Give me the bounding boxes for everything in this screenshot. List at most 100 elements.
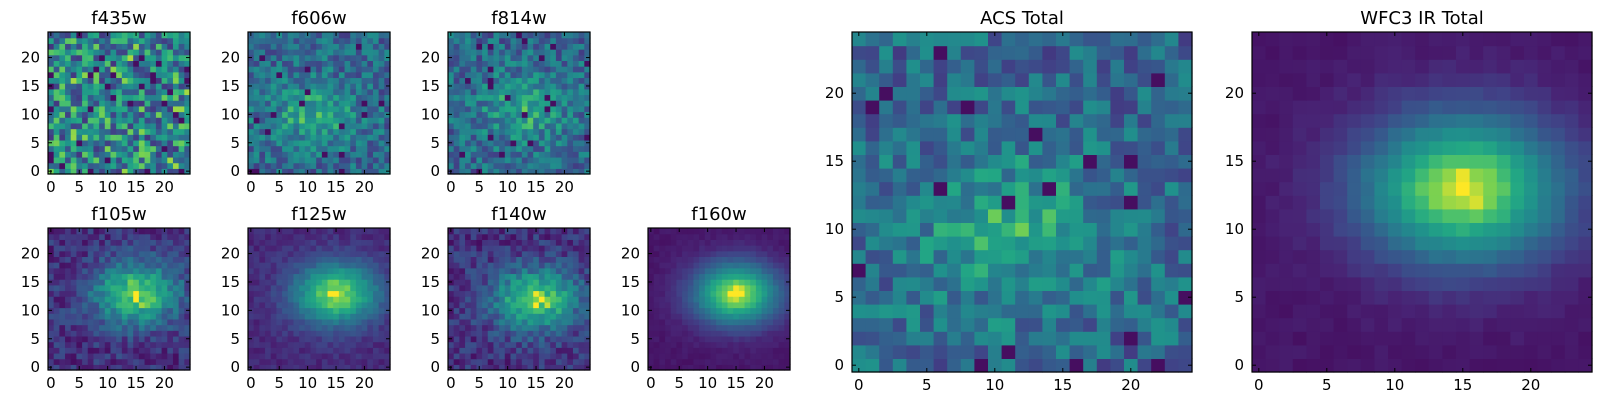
heatmap-cell <box>750 318 757 326</box>
heatmap-cell <box>155 168 163 175</box>
heatmap-cell <box>167 267 174 275</box>
heatmap-cell <box>116 88 123 96</box>
heatmap-cell <box>327 66 334 73</box>
heatmap-cell <box>53 358 60 365</box>
heatmap-cell <box>350 66 357 73</box>
heatmap-cell <box>499 100 506 107</box>
heatmap-cell <box>70 100 77 107</box>
x-tick-label: 15 <box>126 374 145 392</box>
heatmap-cell <box>133 105 140 113</box>
heatmap-cell <box>367 245 374 252</box>
heatmap-cell <box>350 347 357 354</box>
heatmap-cell <box>372 364 380 371</box>
heatmap-cell <box>155 262 163 269</box>
heatmap-cell <box>367 324 374 331</box>
heatmap-cell <box>59 335 66 343</box>
heatmap-cell <box>184 117 191 124</box>
heatmap-cell <box>1151 168 1166 183</box>
heatmap-cell <box>550 168 557 175</box>
heatmap-cell <box>150 307 157 314</box>
heatmap-cell <box>367 307 374 314</box>
heatmap-cell <box>82 239 89 246</box>
heatmap-cell <box>750 273 757 280</box>
heatmap-cell <box>716 335 723 343</box>
heatmap-cell <box>350 111 357 118</box>
heatmap-cell <box>265 318 272 326</box>
heatmap-cell <box>516 168 523 175</box>
heatmap-cell <box>510 49 517 56</box>
heatmap-cell <box>499 83 506 90</box>
heatmap-cell <box>144 54 151 61</box>
heatmap-cell <box>493 279 500 286</box>
heatmap-cell <box>133 273 140 280</box>
heatmap-cell <box>338 262 346 269</box>
heatmap-cell <box>276 100 283 107</box>
heatmap-cell <box>304 296 312 303</box>
heatmap-cell <box>693 364 700 371</box>
heatmap-cell <box>138 279 146 286</box>
heatmap-cell <box>665 267 672 275</box>
heatmap-cell <box>82 262 89 269</box>
heatmap-cell <box>865 249 880 264</box>
heatmap-cell <box>476 318 483 326</box>
heatmap-cell <box>178 228 185 235</box>
heatmap-cell <box>772 352 780 360</box>
heatmap-cell <box>561 279 568 286</box>
heatmap-cell <box>355 239 363 246</box>
y-tick-label: 20 <box>421 245 440 263</box>
heatmap-cell <box>93 32 100 39</box>
heatmap-cell <box>253 60 260 67</box>
heatmap-cell <box>727 335 734 343</box>
heatmap-cell <box>167 228 174 235</box>
heatmap-cell <box>778 313 785 320</box>
heatmap-cell <box>687 279 695 286</box>
heatmap-cell <box>53 66 60 73</box>
heatmap-cell <box>538 88 546 96</box>
heatmap-cell <box>510 139 517 147</box>
heatmap-cell <box>852 181 867 196</box>
heatmap-cell <box>784 262 791 269</box>
heatmap-cell <box>287 88 295 96</box>
heatmap-cell <box>327 162 334 169</box>
heatmap-cell <box>470 43 477 50</box>
heatmap-cell <box>161 134 168 141</box>
heatmap-cell <box>761 290 768 297</box>
heatmap-cell <box>372 66 380 73</box>
heatmap-cell <box>87 256 95 263</box>
heatmap-cell <box>584 117 591 124</box>
heatmap-cell <box>59 49 66 56</box>
heatmap-cell <box>133 162 140 169</box>
heatmap-cell <box>476 94 483 101</box>
heatmap-cell <box>653 341 660 348</box>
heatmap-cell <box>282 335 289 343</box>
heatmap-cell <box>750 335 757 343</box>
heatmap-cell <box>304 117 312 124</box>
heatmap-cell <box>53 60 60 67</box>
heatmap-cell <box>367 94 374 101</box>
heatmap-cell <box>121 94 129 101</box>
heatmap-cell <box>161 156 168 164</box>
heatmap-cell <box>504 43 512 50</box>
heatmap-cell <box>333 145 340 152</box>
heatmap-cell <box>138 88 146 96</box>
heatmap-cell <box>287 128 295 135</box>
heatmap-cell <box>453 245 460 252</box>
heatmap-cell <box>499 301 506 309</box>
heatmap-cell <box>133 318 140 326</box>
heatmap-cell <box>316 37 323 44</box>
heatmap-cell <box>87 117 95 124</box>
heatmap-cell <box>727 296 734 303</box>
heatmap-cell <box>372 117 380 124</box>
heatmap-cell <box>384 77 391 84</box>
heatmap-cell <box>265 347 272 354</box>
heatmap-cell <box>367 168 374 175</box>
heatmap-cell <box>184 352 191 360</box>
heatmap-cell <box>265 358 272 365</box>
heatmap-cell <box>516 128 523 135</box>
heatmap-cell <box>378 313 385 320</box>
heatmap-cell <box>110 122 117 130</box>
heatmap-cell <box>372 151 380 158</box>
heatmap-cell <box>892 154 907 169</box>
heatmap-cell <box>516 145 523 152</box>
